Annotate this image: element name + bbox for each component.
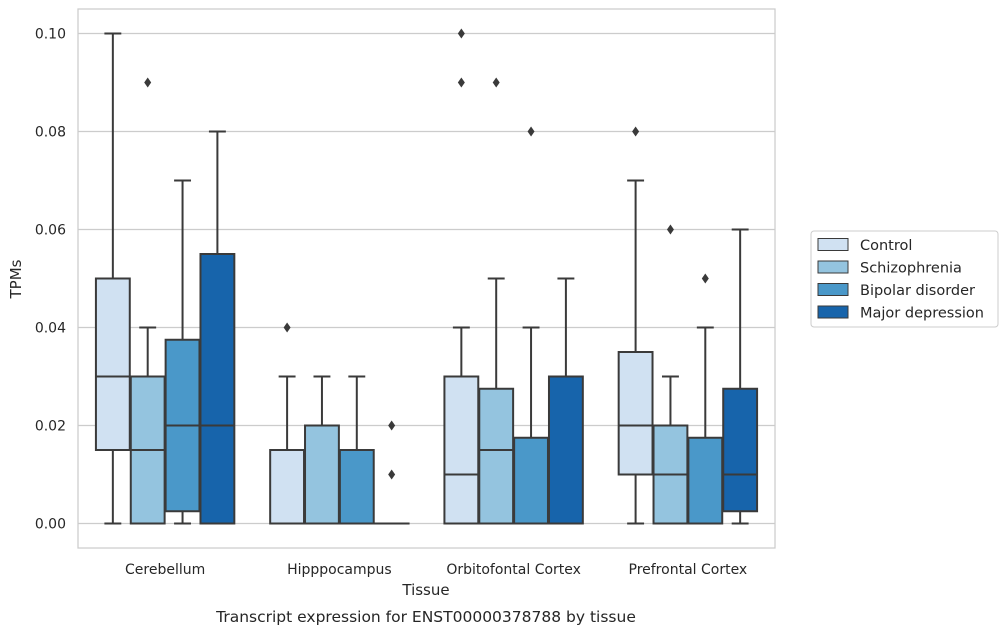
- box: [547, 375, 584, 525]
- legend-swatch: [817, 283, 849, 296]
- box-group: [129, 77, 166, 525]
- box-group: [513, 126, 549, 525]
- legend-swatch: [817, 260, 849, 274]
- y-tick-label: 0.08: [35, 125, 66, 141]
- box: [617, 351, 654, 476]
- box-group: [617, 126, 654, 525]
- y-tick-label: 0.04: [35, 321, 66, 337]
- box-group: [478, 77, 515, 525]
- x-tick-label: Prefrontal Cortex: [629, 562, 748, 578]
- box: [687, 436, 724, 525]
- box: [94, 277, 131, 451]
- box: [199, 253, 236, 525]
- y-axis-ticks: 0.00 0.02 0.04 0.06 0.08 0.10: [35, 27, 66, 533]
- box-plot-marks: [94, 28, 759, 525]
- box-group: [687, 273, 724, 525]
- legend-label: Major depression: [860, 306, 984, 322]
- outlier-marker: [701, 273, 709, 284]
- outlier-marker: [457, 77, 465, 88]
- box: [269, 449, 306, 525]
- box: [722, 387, 759, 513]
- legend-item: Bipolar disorder: [817, 283, 975, 299]
- box: [478, 387, 515, 525]
- box-group: [269, 322, 306, 525]
- outlier-marker: [632, 126, 640, 137]
- outlier-marker: [144, 77, 152, 88]
- box: [338, 449, 375, 525]
- y-tick-label: 0.02: [35, 419, 66, 435]
- x-axis-label: Tissue: [401, 581, 449, 599]
- x-tick-label: Cerebellum: [125, 562, 205, 578]
- outlier-marker: [283, 322, 291, 333]
- box-group: [373, 420, 410, 525]
- box: [443, 375, 480, 525]
- outlier-marker: [457, 28, 465, 39]
- box-group: [652, 224, 689, 525]
- chart-caption: Transcript expression for ENST0000037878…: [215, 608, 636, 626]
- x-tick-label: Orbitofontal Cortex: [446, 562, 581, 578]
- outlier-marker: [527, 126, 535, 137]
- x-tick-label: Hipppocampus: [287, 562, 392, 578]
- legend-label: Schizophrenia: [860, 261, 962, 277]
- legend: Control Schizophrenia Bipolar disorder Majo…: [810, 230, 999, 328]
- legend-item: Control: [817, 238, 912, 254]
- box-group: [443, 28, 480, 525]
- box: [304, 424, 340, 525]
- box-group: [164, 179, 201, 525]
- box-group: [304, 375, 340, 525]
- box: [513, 436, 549, 525]
- x-axis-ticks: Cerebellum Hipppocampus Orbitofontal Corte…: [125, 562, 747, 578]
- box-group: [547, 277, 584, 525]
- box-group: [199, 130, 236, 525]
- legend-frame: [810, 230, 999, 328]
- legend-item: Schizophrenia: [817, 260, 962, 277]
- outlier-marker: [388, 420, 396, 431]
- y-tick-label: 0.00: [35, 517, 66, 533]
- plot-frame: [77, 8, 776, 549]
- y-tick-label: 0.06: [35, 223, 66, 239]
- legend-label: Bipolar disorder: [860, 283, 975, 299]
- legend-item: Major depression: [817, 305, 984, 322]
- outlier-marker: [388, 469, 396, 480]
- y-tick-label: 0.10: [35, 27, 66, 43]
- legend-swatch: [817, 305, 849, 319]
- outlier-marker: [492, 77, 500, 88]
- box-group: [722, 228, 759, 525]
- box-group: [94, 32, 131, 525]
- legend-label: Control: [860, 238, 912, 254]
- legend-swatch: [817, 238, 849, 251]
- outlier-marker: [666, 224, 674, 235]
- box-group: [338, 375, 375, 525]
- y-axis-label: TPMs: [7, 259, 25, 299]
